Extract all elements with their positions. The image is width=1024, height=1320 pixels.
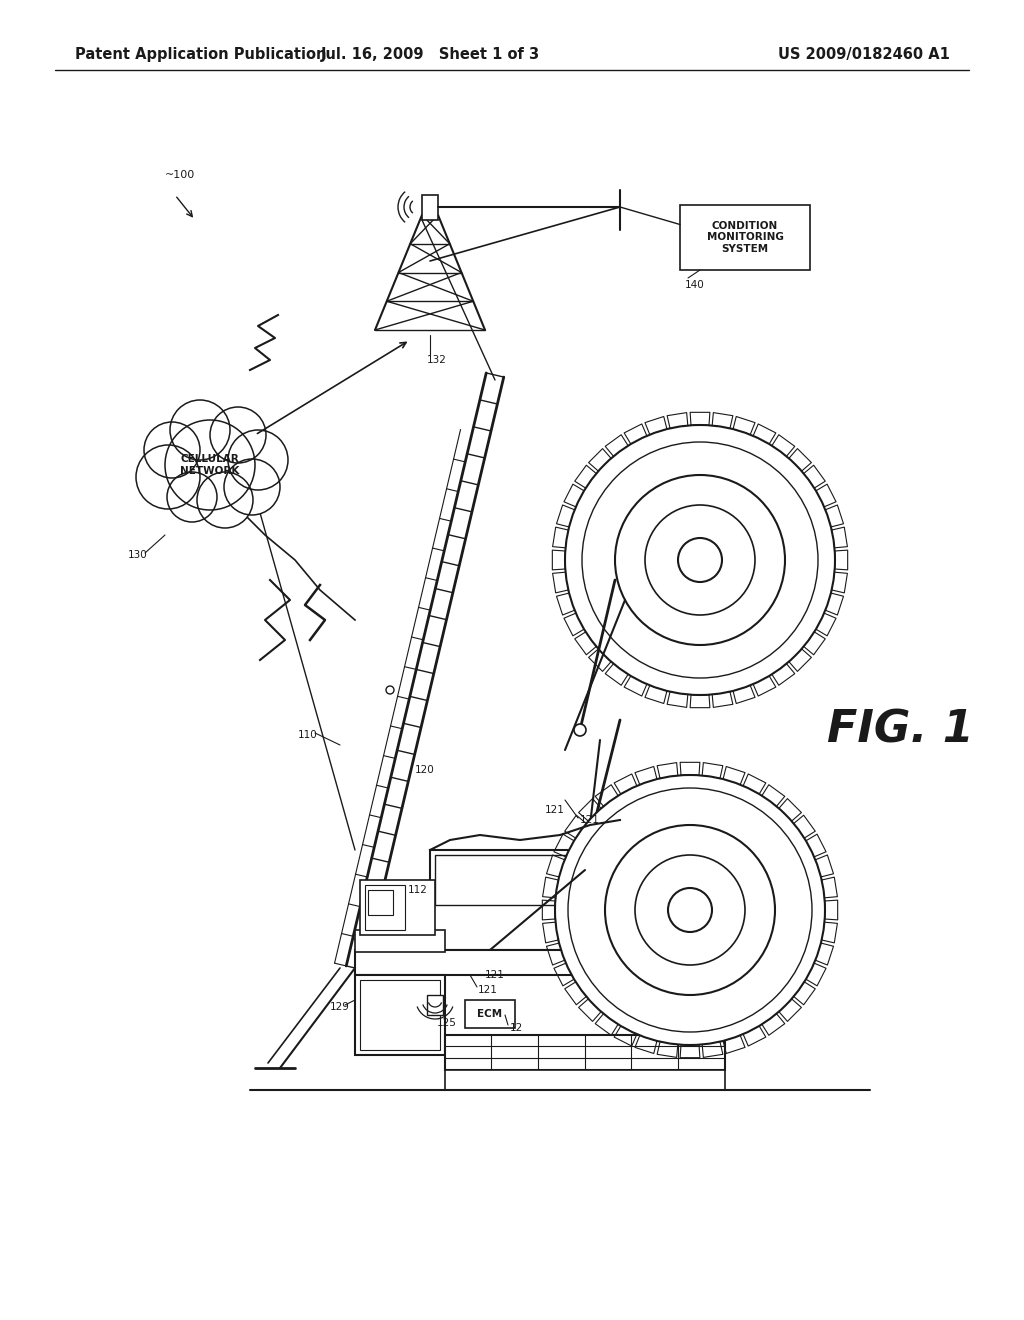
Bar — [355, 950, 575, 975]
Circle shape — [210, 407, 266, 463]
Circle shape — [228, 430, 288, 490]
Circle shape — [136, 445, 200, 510]
Text: CONDITION
MONITORING
SYSTEM: CONDITION MONITORING SYSTEM — [707, 220, 783, 253]
Text: 121: 121 — [580, 814, 600, 825]
Text: 129: 129 — [330, 1002, 350, 1012]
Text: 110: 110 — [298, 730, 317, 741]
Bar — [368, 890, 393, 915]
Circle shape — [568, 788, 812, 1032]
Bar — [445, 1035, 725, 1071]
Text: 120: 120 — [415, 766, 435, 775]
Bar — [360, 880, 435, 935]
Circle shape — [615, 475, 785, 645]
Text: ~100: ~100 — [165, 170, 196, 180]
Text: 132: 132 — [427, 355, 446, 366]
Bar — [365, 884, 406, 931]
Text: 130: 130 — [128, 550, 147, 560]
Circle shape — [165, 420, 255, 510]
Circle shape — [224, 459, 280, 515]
Bar — [445, 1071, 725, 1090]
Circle shape — [635, 855, 745, 965]
Bar — [422, 195, 438, 220]
Text: Patent Application Publication: Patent Application Publication — [75, 48, 327, 62]
Circle shape — [645, 506, 755, 615]
Text: ECM: ECM — [477, 1008, 503, 1019]
Circle shape — [170, 400, 230, 459]
Text: 121: 121 — [485, 970, 505, 979]
Bar — [430, 850, 580, 950]
Bar — [680, 205, 810, 271]
Circle shape — [386, 686, 394, 694]
Text: 112: 112 — [408, 884, 428, 895]
Text: 121: 121 — [478, 985, 498, 995]
Text: FIG. 1: FIG. 1 — [826, 709, 974, 751]
Text: CELLULAR
NETWORK: CELLULAR NETWORK — [180, 454, 240, 475]
Text: 121: 121 — [545, 805, 565, 814]
Circle shape — [582, 442, 818, 678]
Circle shape — [167, 473, 217, 521]
Circle shape — [668, 888, 712, 932]
Circle shape — [605, 825, 775, 995]
Circle shape — [197, 473, 253, 528]
Text: Jul. 16, 2009   Sheet 1 of 3: Jul. 16, 2009 Sheet 1 of 3 — [321, 48, 540, 62]
Text: US 2009/0182460 A1: US 2009/0182460 A1 — [778, 48, 950, 62]
Circle shape — [574, 723, 586, 737]
Text: 140: 140 — [685, 280, 705, 290]
Text: 125: 125 — [437, 1018, 457, 1028]
Bar — [355, 931, 445, 952]
Bar — [427, 995, 443, 1015]
Circle shape — [565, 425, 835, 696]
Circle shape — [555, 775, 825, 1045]
Bar — [465, 1001, 515, 1028]
Circle shape — [678, 539, 722, 582]
Circle shape — [144, 422, 200, 478]
Bar — [355, 975, 445, 1055]
Bar — [360, 979, 440, 1049]
Bar — [435, 855, 575, 906]
Text: 12: 12 — [510, 1023, 523, 1034]
